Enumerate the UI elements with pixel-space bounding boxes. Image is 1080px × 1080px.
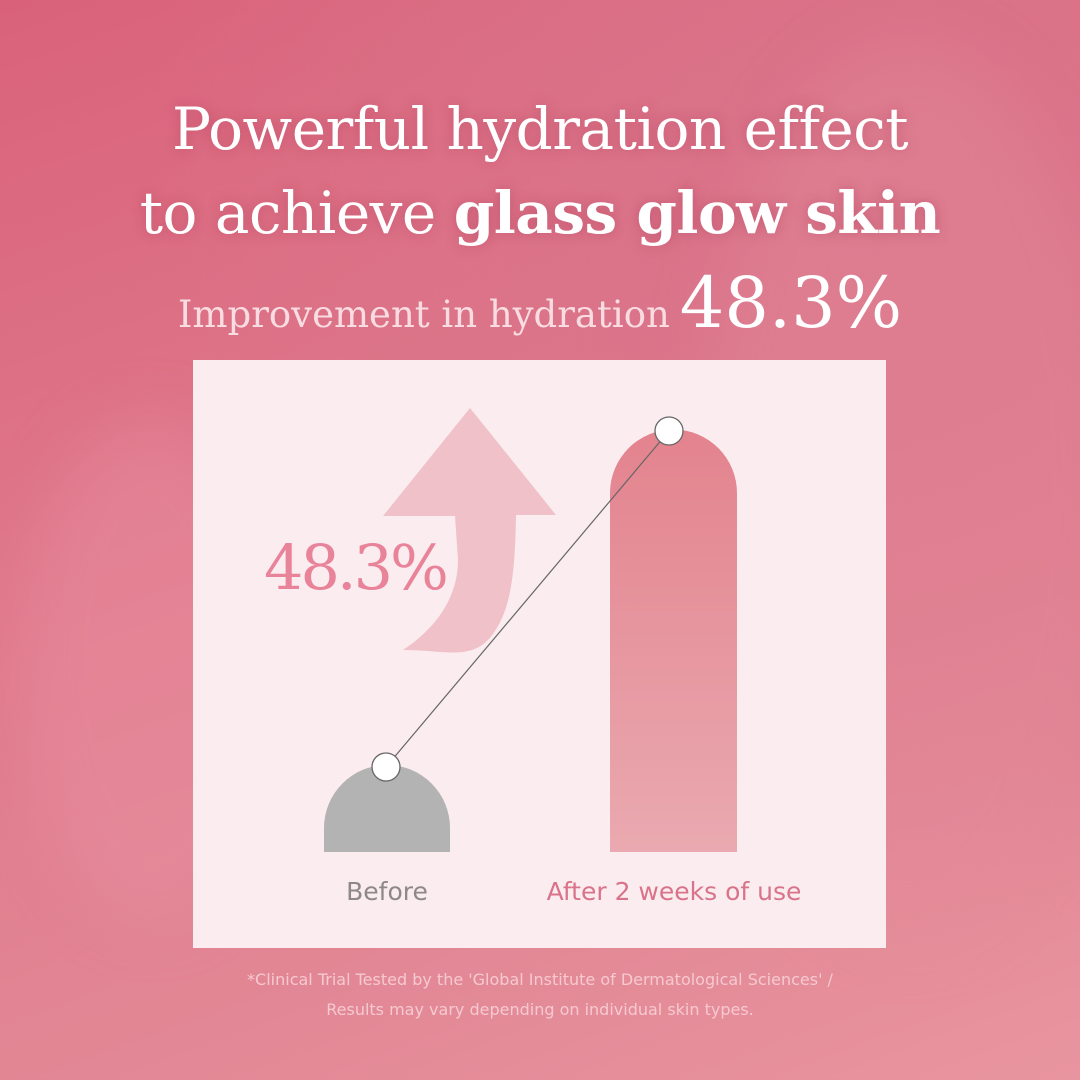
annotation-label: 48.3% [264, 531, 446, 604]
subheadline: Improvement in hydration 48.3% [0, 262, 1080, 344]
headline-prefix: to achieve [139, 179, 437, 247]
arrow-up-icon [383, 408, 556, 653]
subheadline-value: 48.3% [679, 262, 903, 344]
chart-svg: 48.3% [264, 408, 737, 852]
headline-line2: to achieve glass glow skin [0, 184, 1080, 242]
marker-before [371, 752, 401, 782]
bar-before [324, 765, 450, 852]
chart-panel: 48.3% [193, 360, 886, 948]
x-label-after: After 2 weeks of use [546, 877, 802, 906]
headline-line1: Powerful hydration effect [171, 95, 909, 163]
footnote-line2: Results may vary depending on individual… [326, 1000, 754, 1019]
subheadline-label: Improvement in hydration [177, 293, 670, 336]
trend-line [385, 430, 670, 768]
marker-after [654, 416, 684, 446]
footnote-line1: *Clinical Trial Tested by the 'Global In… [247, 970, 833, 989]
headline-bold: glass glow skin [453, 179, 941, 247]
bar-after [610, 429, 737, 852]
x-label-before: Before [346, 877, 428, 906]
